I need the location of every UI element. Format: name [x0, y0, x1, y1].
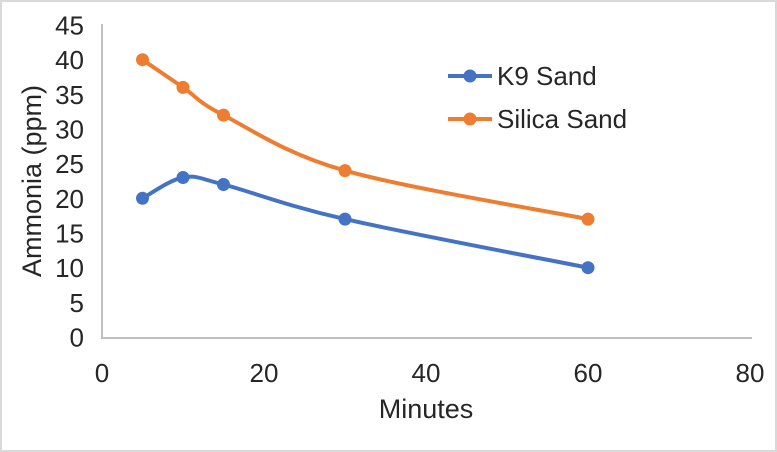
y-tick-label: 35	[55, 80, 84, 110]
x-tick-label: 60	[574, 358, 603, 388]
series-marker	[176, 171, 190, 184]
x-tick-label: 0	[95, 358, 109, 388]
series-marker	[136, 191, 149, 205]
series-line	[140, 174, 590, 270]
y-tick-label: 40	[55, 45, 84, 75]
series-marker	[136, 53, 149, 67]
series-silica-sand	[136, 53, 595, 226]
x-tick-label: 40	[412, 358, 441, 388]
y-tick-label: 15	[55, 219, 84, 249]
y-tick-label: 20	[55, 184, 84, 214]
legend-marker	[463, 69, 477, 83]
y-tick-label: 0	[70, 323, 84, 353]
legend-item-silica-sand: Silica Sand	[448, 104, 627, 134]
legend-marker	[463, 112, 477, 126]
x-tick-label: 80	[736, 358, 765, 388]
legend-label: Silica Sand	[497, 104, 627, 134]
legend-item-k9-sand: K9 Sand	[448, 61, 597, 91]
y-tick-label: 5	[70, 288, 84, 318]
x-axis-title: Minutes	[379, 394, 474, 424]
legend: K9 Sand Silica Sand	[448, 61, 627, 134]
series-marker	[217, 178, 230, 191]
x-tick-label: 20	[250, 358, 279, 388]
axes: 0 5 10 15 20 25 30 35 40 45 0 20 40 60 80	[55, 11, 764, 389]
series-marker	[217, 108, 230, 122]
series-marker	[338, 164, 352, 178]
y-tick-label: 30	[55, 115, 84, 145]
series-marker	[581, 261, 595, 275]
legend-label: K9 Sand	[497, 61, 597, 91]
series-k9-sand	[136, 171, 595, 275]
series-marker	[338, 212, 352, 226]
series-marker	[176, 80, 190, 94]
y-tick-label: 10	[55, 253, 84, 283]
series-group	[136, 53, 595, 275]
y-axis-title: Ammonia (ppm)	[17, 85, 47, 277]
series-marker	[581, 212, 595, 226]
y-tick-label: 45	[55, 11, 84, 41]
y-tick-label: 25	[55, 149, 84, 179]
